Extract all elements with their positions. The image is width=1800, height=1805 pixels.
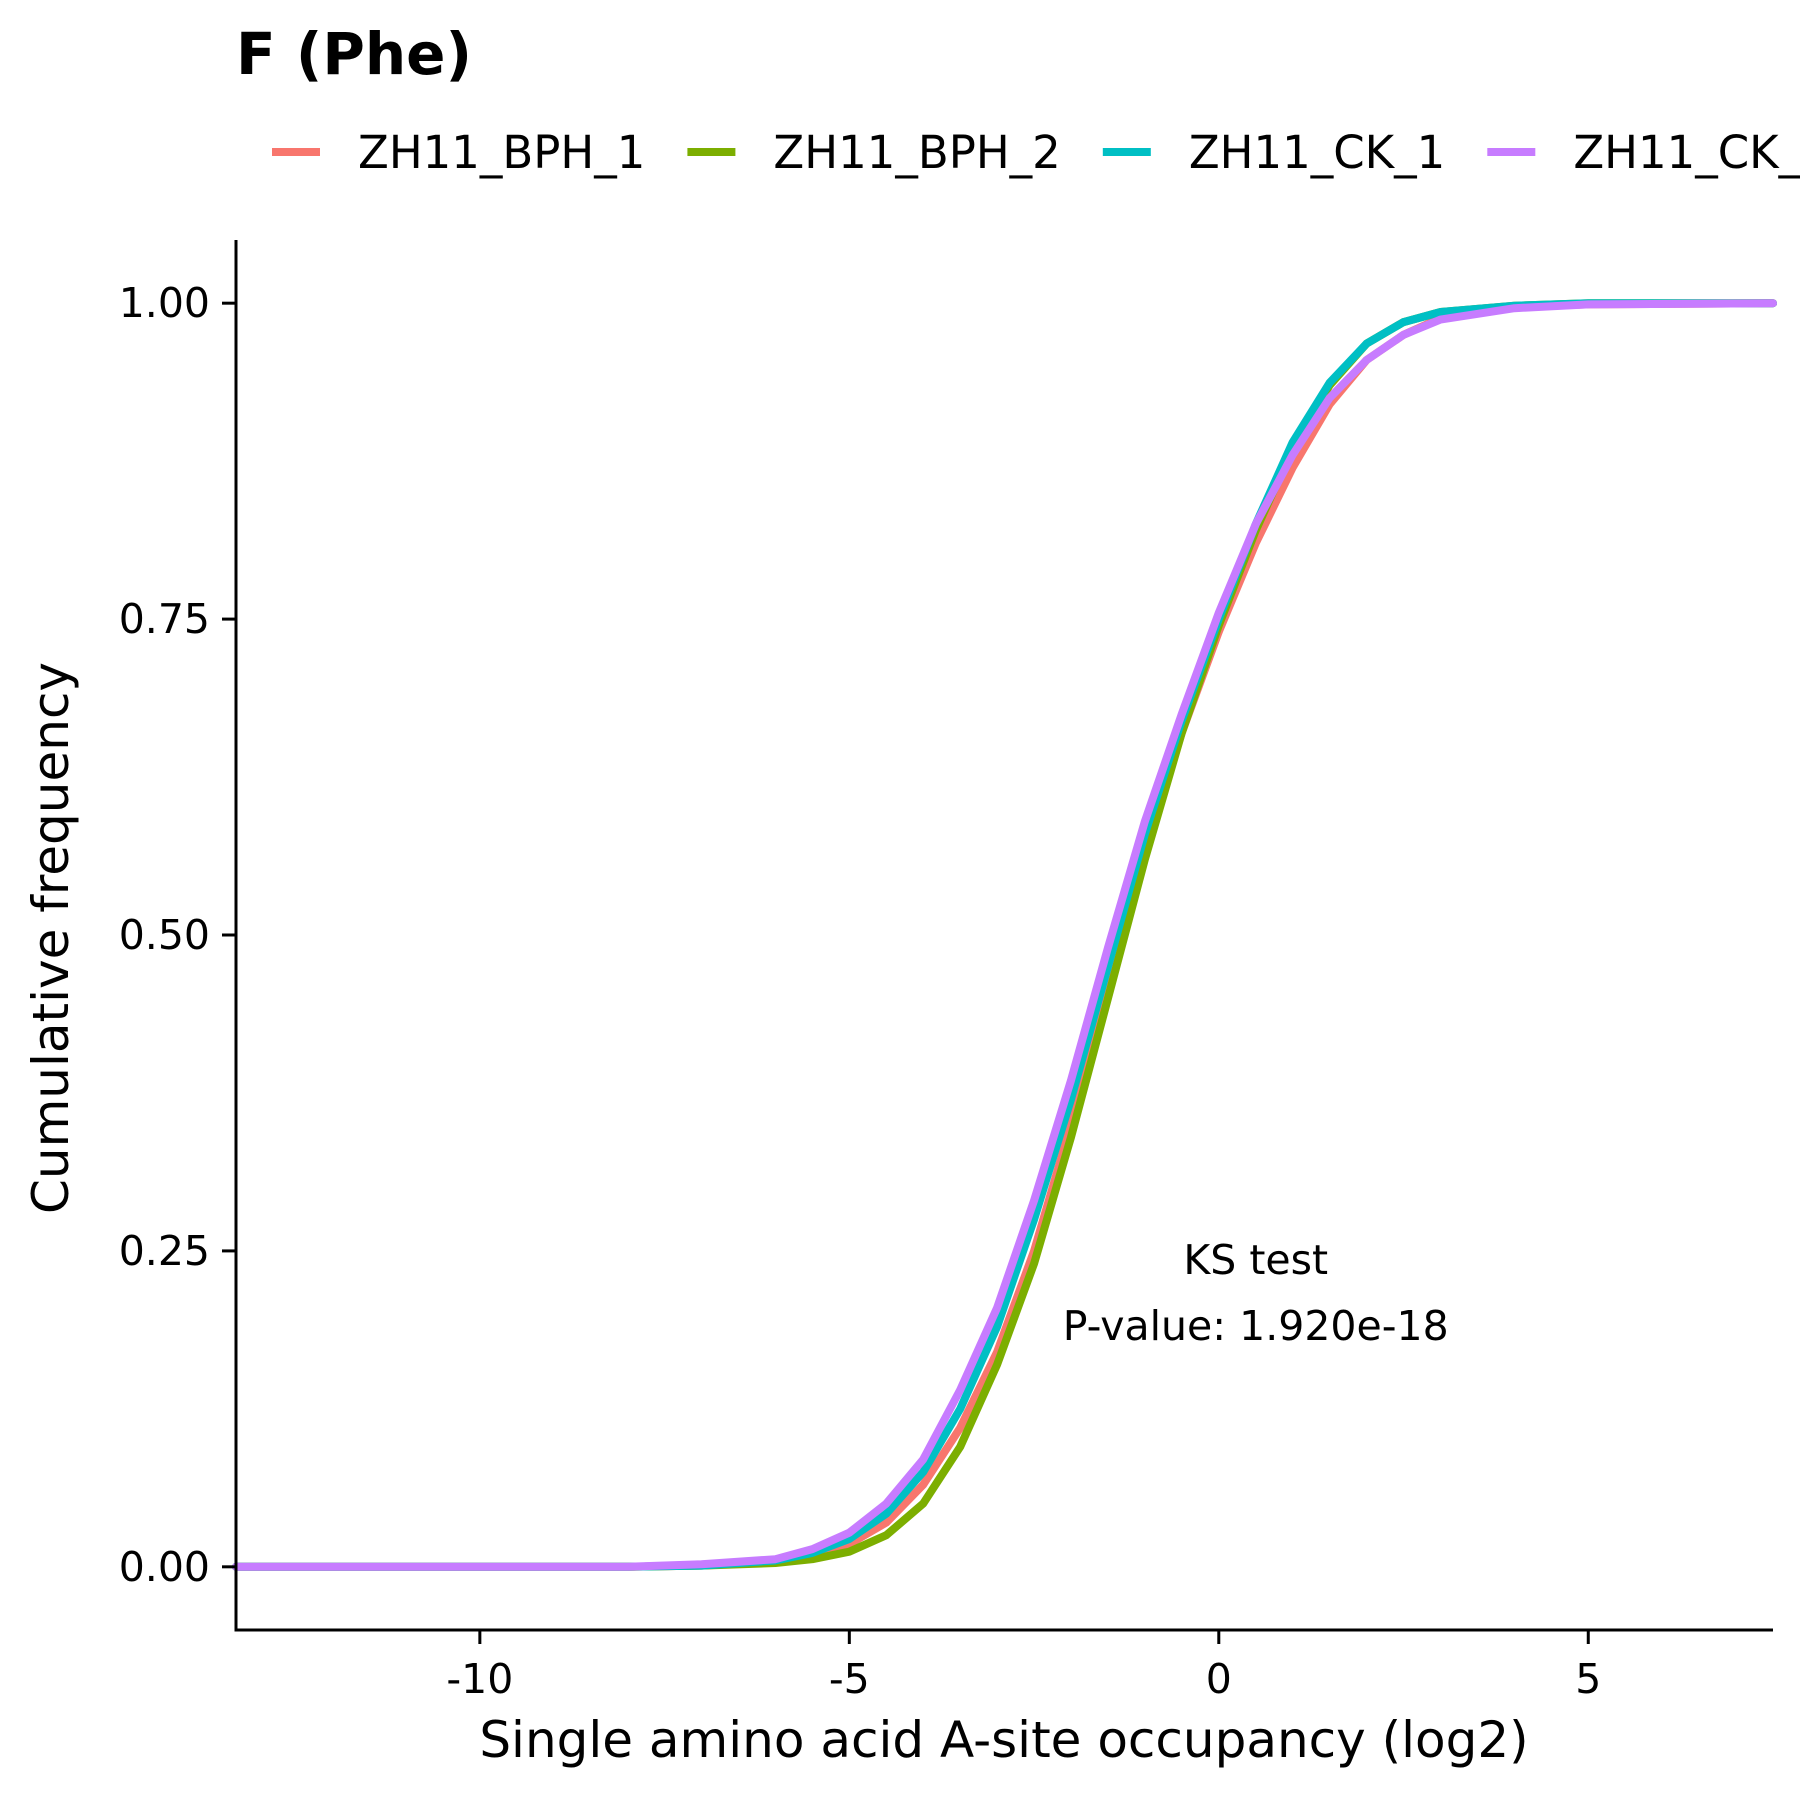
legend-label-zh11-ck-2: ZH11_CK_2 xyxy=(1573,126,1800,179)
series-line-zh11-bph-1 xyxy=(232,299,1777,1571)
y-axis-label: Cumulative frequency xyxy=(22,662,80,1214)
series-line-zh11-bph-2 xyxy=(232,299,1777,1571)
series-line-zh11-ck-1 xyxy=(232,299,1777,1571)
y-tick-label: 0.75 xyxy=(119,595,210,643)
chart-title: F (Phe) xyxy=(236,20,472,88)
annotation-p-value: P-value: 1.920e-18 xyxy=(1063,1302,1449,1350)
x-axis: -10 -5 0 5 xyxy=(234,1628,1773,1703)
x-tick-label: -5 xyxy=(829,1655,870,1703)
legend: ZH11_BPH_1 ZH11_BPH_2 ZH11_CK_1 ZH11_CK_2 xyxy=(272,126,1800,179)
y-tick-label: 0.00 xyxy=(119,1543,210,1591)
ks-test-annotation: KS test P-value: 1.920e-18 xyxy=(1063,1236,1449,1350)
y-tick-label: 1.00 xyxy=(119,279,210,327)
annotation-ks-test-label: KS test xyxy=(1183,1236,1328,1284)
x-tick-label: 0 xyxy=(1206,1655,1232,1703)
legend-label-zh11-ck-1: ZH11_CK_1 xyxy=(1189,126,1446,179)
series-line-zh11-ck-2 xyxy=(232,299,1777,1571)
plot-area xyxy=(232,299,1777,1571)
x-tick-label: 5 xyxy=(1575,1655,1601,1703)
x-axis-label: Single amino acid A-site occupancy (log2… xyxy=(479,1711,1528,1769)
y-tick-label: 0.50 xyxy=(119,911,210,959)
x-tick-label: -10 xyxy=(446,1655,513,1703)
y-axis: 0.00 0.25 0.50 0.75 1.00 xyxy=(119,240,238,1632)
y-tick-label: 0.25 xyxy=(119,1227,210,1275)
legend-label-zh11-bph-1: ZH11_BPH_1 xyxy=(358,126,645,179)
legend-label-zh11-bph-2: ZH11_BPH_2 xyxy=(773,126,1060,179)
